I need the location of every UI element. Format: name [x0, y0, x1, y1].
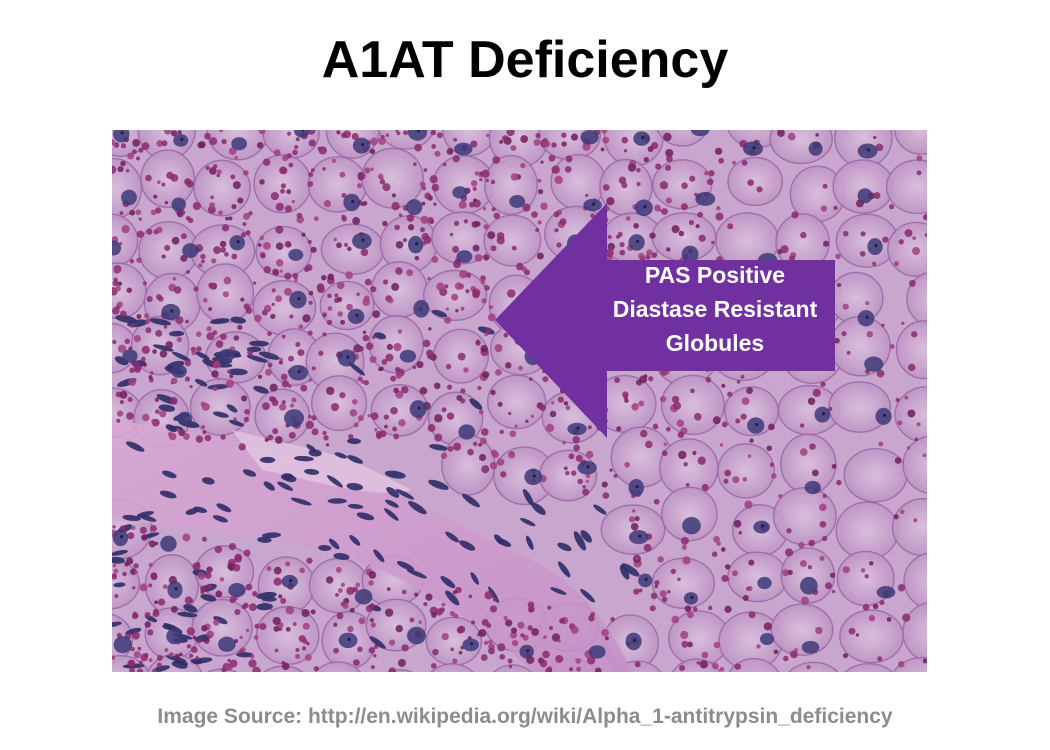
callout-line-2: Diastase Resistant	[612, 296, 818, 322]
callout-line-1: PAS Positive	[644, 262, 786, 288]
histology-micrograph-image	[112, 130, 927, 672]
pas-positive-arrow-callout: PAS Positive Diastase Resistant Globules	[495, 203, 835, 438]
left-arrow-shape	[495, 203, 835, 438]
callout-text: PAS Positive Diastase Resistant Globules	[595, 258, 835, 360]
callout-line-3: Globules	[665, 330, 765, 356]
image-source-caption: Image Source: http://en.wikipedia.org/wi…	[157, 705, 893, 728]
slide-title: A1AT Deficiency	[321, 31, 729, 89]
